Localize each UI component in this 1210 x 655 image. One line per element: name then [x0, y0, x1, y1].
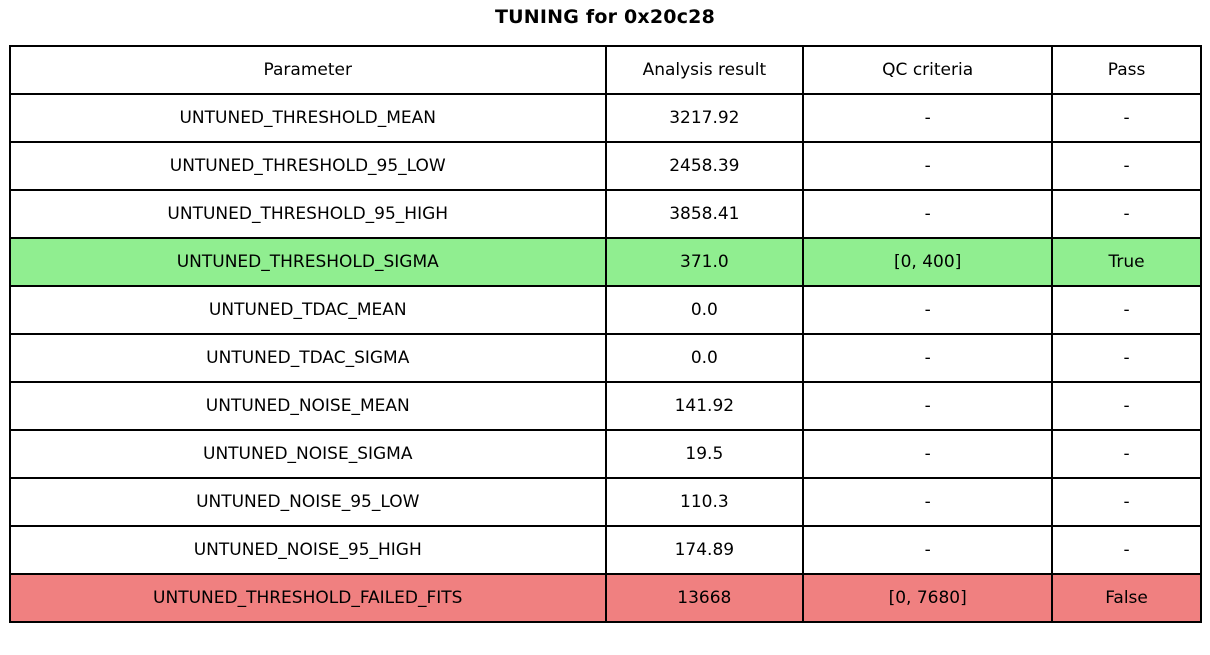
- cell-pass: True: [1051, 237, 1202, 287]
- cell-qc: -: [802, 93, 1054, 143]
- table-row: UNTUNED_NOISE_95_HIGH 174.89- -: [9, 525, 1202, 575]
- cell-result: 3858.41: [604, 189, 805, 239]
- qc-results-table: Parameter Analysis result QC criteria Pass …: [9, 45, 1202, 623]
- cell-pass: -: [1051, 525, 1202, 575]
- cell-parameter: UNTUNED_THRESHOLD_95_LOW: [9, 141, 607, 191]
- cell-pass: -: [1051, 477, 1202, 527]
- cell-parameter: UNTUNED_THRESHOLD_FAILED_FITS: [9, 573, 607, 623]
- table-row: UNTUNED_THRESHOLD_MEAN 3217.92- -: [9, 93, 1202, 143]
- cell-qc: -: [802, 477, 1054, 527]
- cell-parameter: UNTUNED_TDAC_MEAN: [9, 285, 607, 335]
- cell-result: 2458.39: [604, 141, 805, 191]
- cell-qc: [0, 7680]: [802, 573, 1054, 623]
- column-header: QC criteria: [802, 45, 1054, 95]
- table-row: UNTUNED_THRESHOLD_95_HIGH 3858.41- -: [9, 189, 1202, 239]
- table-body: UNTUNED_THRESHOLD_MEAN 3217.92- - UNTUNED_T…: [9, 93, 1202, 623]
- table-row: UNTUNED_THRESHOLD_95_LOW 2458.39- -: [9, 141, 1202, 191]
- cell-result: 0.0: [604, 285, 805, 335]
- cell-qc: -: [802, 429, 1054, 479]
- table-row: UNTUNED_NOISE_SIGMA 19.5- -: [9, 429, 1202, 479]
- cell-parameter: UNTUNED_TDAC_SIGMA: [9, 333, 607, 383]
- cell-pass: -: [1051, 93, 1202, 143]
- table-row: UNTUNED_TDAC_SIGMA 0.0- -: [9, 333, 1202, 383]
- cell-parameter: UNTUNED_NOISE_MEAN: [9, 381, 607, 431]
- table-row: UNTUNED_THRESHOLD_FAILED_FITS 13668 [0, 76…: [9, 573, 1202, 623]
- column-header: Analysis result: [604, 45, 805, 95]
- cell-pass: -: [1051, 285, 1202, 335]
- table-row: UNTUNED_NOISE_MEAN 141.92- -: [9, 381, 1202, 431]
- cell-result: 141.92: [604, 381, 805, 431]
- cell-qc: -: [802, 525, 1054, 575]
- cell-qc: -: [802, 189, 1054, 239]
- cell-result: 13668: [604, 573, 805, 623]
- cell-result: 371.0: [604, 237, 805, 287]
- column-header: Pass: [1051, 45, 1202, 95]
- cell-parameter: UNTUNED_NOISE_95_LOW: [9, 477, 607, 527]
- cell-pass: -: [1051, 333, 1202, 383]
- cell-qc: -: [802, 141, 1054, 191]
- cell-parameter: UNTUNED_NOISE_95_HIGH: [9, 525, 607, 575]
- cell-result: 3217.92: [604, 93, 805, 143]
- table-row: UNTUNED_THRESHOLD_SIGMA 371.0 [0, 400] True: [9, 237, 1202, 287]
- cell-result: 174.89: [604, 525, 805, 575]
- cell-qc: -: [802, 381, 1054, 431]
- cell-result: 19.5: [604, 429, 805, 479]
- cell-qc: -: [802, 285, 1054, 335]
- cell-qc: -: [802, 333, 1054, 383]
- table-row: UNTUNED_TDAC_MEAN 0.0- -: [9, 285, 1202, 335]
- cell-qc: [0, 400]: [802, 237, 1054, 287]
- cell-pass: False: [1051, 573, 1202, 623]
- table-row: UNTUNED_NOISE_95_LOW 110.3- -: [9, 477, 1202, 527]
- cell-parameter: UNTUNED_NOISE_SIGMA: [9, 429, 607, 479]
- cell-parameter: UNTUNED_THRESHOLD_SIGMA: [9, 237, 607, 287]
- cell-pass: -: [1051, 141, 1202, 191]
- table-header-row: Parameter Analysis result QC criteria Pass: [9, 45, 1202, 95]
- figure-title: TUNING for 0x20c28: [495, 6, 715, 28]
- cell-pass: -: [1051, 429, 1202, 479]
- column-header: Parameter: [9, 45, 607, 95]
- cell-pass: -: [1051, 189, 1202, 239]
- cell-parameter: UNTUNED_THRESHOLD_MEAN: [9, 93, 607, 143]
- cell-parameter: UNTUNED_THRESHOLD_95_HIGH: [9, 189, 607, 239]
- cell-result: 110.3: [604, 477, 805, 527]
- cell-result: 0.0: [604, 333, 805, 383]
- cell-pass: -: [1051, 381, 1202, 431]
